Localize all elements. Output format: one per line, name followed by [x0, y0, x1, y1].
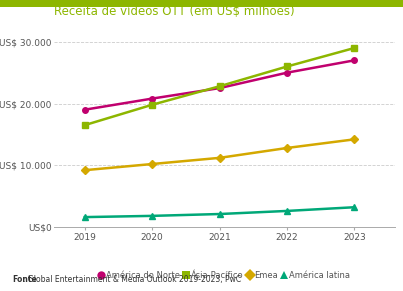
- Text: Receita de vídeos OTT (em US$ milhões): Receita de vídeos OTT (em US$ milhões): [54, 5, 295, 18]
- Text: Fonte: Fonte: [12, 275, 37, 284]
- Legend: América do Norte, Ásia-Pacífico, Emea, América latina: América do Norte, Ásia-Pacífico, Emea, A…: [96, 268, 353, 283]
- Text: : Global Entertainment & Media Outlook 2019-2023, PwC: : Global Entertainment & Media Outlook 2…: [23, 275, 241, 284]
